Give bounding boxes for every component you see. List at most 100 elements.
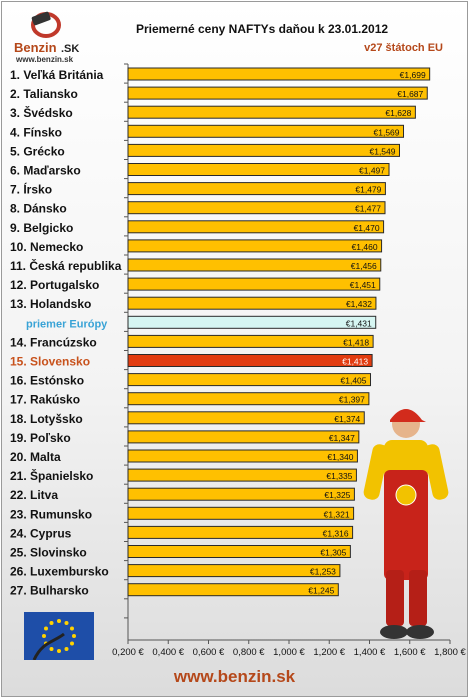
bar-15 — [127, 334, 374, 348]
x-tick-label: 1,200 € — [313, 647, 345, 658]
data-label: €1,347 — [329, 433, 355, 443]
eu-star-icon — [64, 646, 69, 651]
data-label: €1,477 — [355, 204, 381, 214]
data-label: €1,687 — [397, 89, 423, 99]
bar-10 — [127, 239, 383, 253]
bar-3 — [127, 105, 416, 119]
bar-12 — [127, 277, 381, 291]
category-label: 11. Česká republika — [10, 258, 122, 273]
data-label: €1,497 — [359, 166, 385, 176]
bar-4 — [127, 124, 405, 138]
bar-11 — [127, 258, 382, 272]
eu-star-icon — [64, 621, 69, 626]
category-label: 4. Fínsko — [10, 125, 62, 139]
logo-pump-nozzle — [31, 11, 51, 26]
fuel-hose-icon — [32, 632, 65, 660]
mechanic-right-shoe — [406, 625, 434, 639]
logo-brand-text: Benzin — [14, 40, 57, 55]
bar-27 — [127, 564, 341, 578]
bar-24 — [127, 506, 355, 520]
bar-17 — [127, 373, 372, 387]
category-label: 10. Nemecko — [10, 240, 83, 254]
category-label: 7. Írsko — [10, 182, 52, 197]
data-label: €1,321 — [324, 509, 350, 519]
data-label: €1,628 — [385, 108, 411, 118]
eu-star-icon — [44, 626, 49, 631]
category-label: 15. Slovensko — [10, 355, 90, 369]
category-label: 22. Litva — [10, 488, 58, 502]
benzin-sk-logo: Benzin .SK www.benzin.sk — [14, 11, 79, 64]
chart-title: Priemerné ceny NAFTYs daňou k 23.01.2012 — [135, 22, 389, 36]
data-label: €1,456 — [351, 261, 377, 271]
data-label: €1,305 — [320, 548, 346, 558]
footer-site: www.benzin.sk — [173, 667, 296, 686]
category-label: 16. Estónsko — [10, 374, 84, 388]
x-tick-label: 0,600 € — [193, 647, 225, 658]
category-label: 19. Poľsko — [10, 431, 71, 445]
category-label: 5. Grécko — [10, 144, 65, 158]
bar-1 — [127, 67, 431, 81]
eu-star-icon — [72, 634, 76, 638]
data-label: €1,431 — [346, 318, 372, 328]
bar-16 — [127, 354, 373, 367]
data-label: €1,335 — [326, 471, 352, 481]
category-label: 21. Španielsko — [10, 468, 93, 483]
chart-subtitle: v27 štátoch EU — [364, 42, 443, 54]
category-label: 12. Portugalsko — [10, 278, 99, 292]
category-label: 27. Bulharsko — [10, 584, 89, 598]
category-label: 9. Belgicko — [10, 221, 73, 235]
eu-star-icon — [69, 626, 74, 631]
mechanic-cap — [390, 409, 426, 422]
category-label: 1. Veľká Británia — [10, 68, 104, 82]
data-label: €1,413 — [342, 357, 368, 367]
data-label: €1,460 — [352, 242, 378, 252]
mechanic-right-arm — [423, 444, 449, 500]
data-label: €1,340 — [327, 452, 353, 462]
x-tick-label: 1,800 € — [434, 647, 466, 658]
bar-6 — [127, 163, 390, 176]
bar-14 — [127, 315, 377, 329]
data-label: €1,253 — [310, 567, 336, 577]
mechanic-illustration — [363, 409, 449, 639]
bar-28 — [127, 583, 339, 597]
bar-22 — [127, 468, 357, 482]
bar-8 — [127, 201, 386, 215]
bar-18 — [127, 392, 370, 406]
x-tick-label: 1,400 € — [354, 647, 386, 658]
category-label: 6. Maďarsko — [10, 164, 81, 178]
bar-9 — [127, 220, 385, 234]
bar-26 — [127, 545, 351, 558]
data-label: €1,316 — [323, 528, 349, 538]
eu-star-icon — [49, 621, 54, 626]
data-label: €1,699 — [400, 70, 426, 80]
data-label: €1,418 — [343, 337, 369, 347]
x-tick-label: 0,200 € — [112, 647, 144, 658]
data-label: €1,432 — [346, 299, 372, 309]
x-tick-label: 0,400 € — [152, 647, 184, 658]
bar-13 — [127, 296, 377, 310]
data-label: €1,397 — [339, 395, 365, 405]
bar-21 — [127, 449, 358, 463]
data-label: €1,549 — [369, 146, 395, 156]
mechanic-overalls — [384, 470, 428, 580]
eu-star-icon — [69, 641, 74, 646]
bar-7 — [127, 182, 386, 196]
bar-20 — [127, 430, 360, 444]
mechanic-badge — [395, 484, 417, 506]
category-label: 23. Rumunsko — [10, 507, 92, 521]
logo-suffix-text: .SK — [61, 43, 79, 55]
category-label: priemer Európy — [26, 318, 108, 330]
bar-2 — [127, 86, 428, 100]
data-label: €1,451 — [350, 280, 376, 290]
x-tick-label: 1,000 € — [273, 647, 305, 658]
x-tick-label: 0,800 € — [233, 647, 265, 658]
mechanic-right-leg — [409, 570, 427, 626]
category-label: 3. Švédsko — [10, 105, 73, 120]
bar-19 — [127, 411, 365, 425]
bar-5 — [127, 143, 400, 157]
bar-23 — [127, 487, 355, 501]
data-label: €1,374 — [334, 414, 360, 424]
eu-star-icon — [42, 634, 46, 638]
